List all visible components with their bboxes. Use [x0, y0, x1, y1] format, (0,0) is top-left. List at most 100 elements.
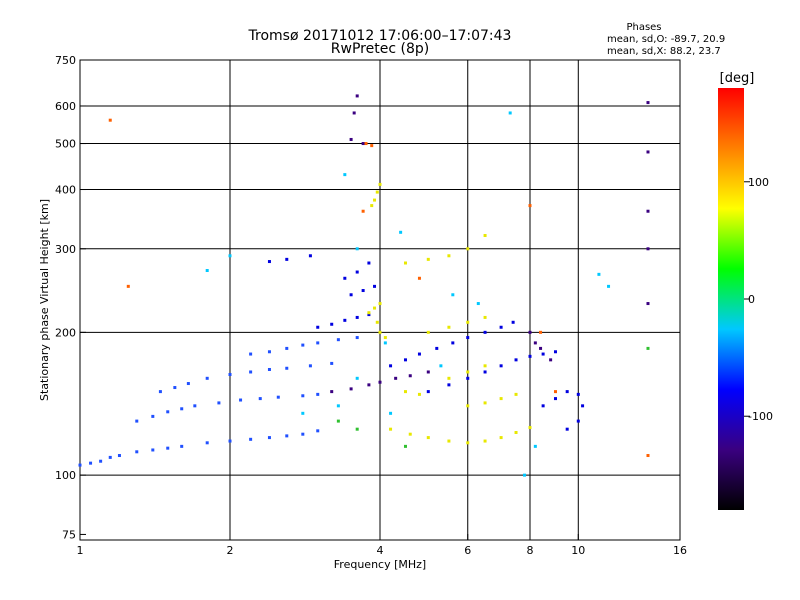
- data-point: [514, 431, 518, 435]
- data-point: [539, 330, 543, 334]
- data-point: [597, 272, 601, 276]
- data-point: [394, 376, 398, 380]
- colorbar-tick-label: 100: [748, 176, 769, 189]
- data-point: [607, 284, 611, 288]
- data-point: [499, 364, 503, 368]
- data-point: [361, 142, 365, 146]
- data-point: [417, 276, 421, 280]
- data-point: [193, 404, 197, 408]
- data-point: [646, 150, 650, 154]
- data-point: [435, 346, 439, 350]
- data-point: [375, 190, 379, 194]
- data-point: [483, 370, 487, 374]
- data-point: [173, 386, 177, 390]
- data-point: [316, 325, 320, 329]
- data-point: [466, 336, 470, 340]
- data-point: [355, 247, 359, 251]
- y-tick-label: 600: [55, 100, 76, 113]
- phase-stats-o: mean, sd,O: -89.7, 20.9: [607, 34, 725, 45]
- y-axis-ticks: 75 100 200 300 400 500 600 750: [55, 54, 86, 541]
- data-point: [581, 404, 585, 408]
- data-point: [539, 346, 543, 350]
- data-point: [447, 376, 451, 380]
- x-axis-label: Frequency [MHz]: [334, 558, 426, 571]
- data-point: [249, 437, 253, 441]
- chart-subtitle: RwPretec (8p): [331, 41, 429, 57]
- x-tick-label: 6: [464, 544, 471, 557]
- data-point: [355, 376, 359, 380]
- data-point: [483, 439, 487, 443]
- data-point: [166, 410, 170, 414]
- data-point: [180, 407, 184, 411]
- data-point: [370, 144, 374, 148]
- data-point: [553, 390, 557, 394]
- data-point: [316, 392, 320, 396]
- data-point: [343, 318, 347, 322]
- data-point: [180, 444, 184, 448]
- data-point: [135, 450, 139, 454]
- data-point: [646, 247, 650, 251]
- data-point: [336, 404, 340, 408]
- data-point: [249, 370, 253, 374]
- data-point: [378, 182, 382, 186]
- data-point: [367, 261, 371, 265]
- data-point: [514, 358, 518, 362]
- data-point: [483, 233, 487, 237]
- colorbar-ticks: 100 0 -100: [744, 176, 773, 423]
- data-point: [541, 352, 545, 356]
- data-point: [403, 358, 407, 362]
- y-tick-label: 400: [55, 184, 76, 197]
- data-point: [439, 364, 443, 368]
- data-point: [514, 392, 518, 396]
- data-point: [378, 302, 382, 306]
- data-point: [408, 374, 412, 378]
- colorbar-tick-label: 0: [748, 293, 755, 306]
- data-point: [417, 392, 421, 396]
- data-point: [355, 270, 359, 274]
- data-point: [553, 397, 557, 401]
- data-point: [151, 414, 155, 418]
- data-point: [389, 427, 393, 431]
- data-point: [285, 434, 289, 438]
- data-point: [399, 230, 403, 234]
- data-point: [205, 376, 209, 380]
- data-point: [373, 284, 377, 288]
- colorbar-label: [deg]: [720, 71, 755, 86]
- data-point: [483, 401, 487, 405]
- data-point: [646, 209, 650, 213]
- data-point: [373, 198, 377, 202]
- data-point: [205, 441, 209, 445]
- data-point: [466, 404, 470, 408]
- data-point: [417, 352, 421, 356]
- data-point: [426, 370, 430, 374]
- data-point: [389, 411, 393, 415]
- data-point: [451, 293, 455, 297]
- y-axis-label: Stationary phase Virtual Height [km]: [38, 199, 51, 401]
- y-tick-label: 200: [55, 326, 76, 339]
- data-point: [576, 419, 580, 423]
- data-point: [447, 254, 451, 258]
- data-point: [349, 293, 353, 297]
- data-point: [158, 390, 162, 394]
- data-point: [383, 341, 387, 345]
- data-point: [408, 432, 412, 436]
- data-point: [483, 330, 487, 334]
- data-point: [533, 444, 537, 448]
- data-point: [267, 260, 271, 264]
- data-point: [426, 390, 430, 394]
- x-tick-label: 8: [527, 544, 534, 557]
- y-tick-label: 75: [62, 528, 76, 541]
- data-point: [316, 429, 320, 433]
- data-point: [258, 397, 262, 401]
- data-point: [343, 276, 347, 280]
- x-tick-label: 4: [377, 544, 384, 557]
- x-tick-label: 16: [673, 544, 687, 557]
- data-point: [330, 322, 334, 326]
- data-point: [285, 366, 289, 370]
- data-point: [355, 94, 359, 98]
- data-point: [355, 315, 359, 319]
- data-point: [249, 352, 253, 356]
- data-point: [523, 473, 527, 477]
- phase-stats-header: Phases: [626, 22, 661, 33]
